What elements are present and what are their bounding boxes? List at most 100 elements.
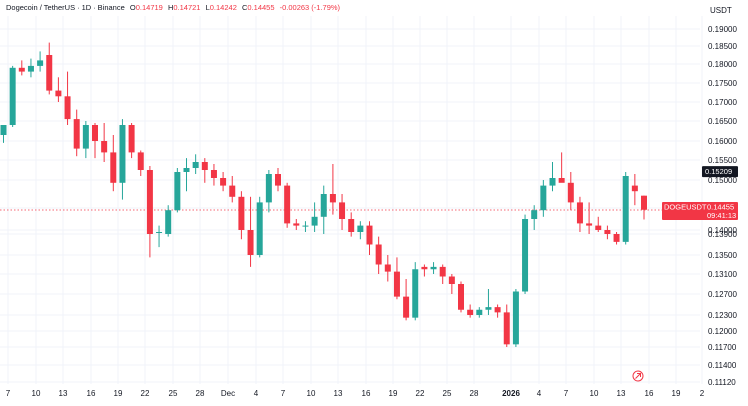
time-tick-label: 28 xyxy=(470,389,479,398)
candle-body xyxy=(238,196,245,230)
candle-body xyxy=(384,264,391,272)
candle-body xyxy=(73,119,80,149)
candle-body xyxy=(174,172,181,211)
grid-lines xyxy=(0,16,703,384)
time-tick-label: 2 xyxy=(700,389,705,398)
candle-body xyxy=(641,195,647,210)
candle-body xyxy=(631,185,638,192)
time-tick-label: 25 xyxy=(169,389,178,398)
open-value: 0.14719 xyxy=(135,3,163,12)
candle-body xyxy=(265,174,272,203)
time-tick-label: 16 xyxy=(645,389,654,398)
candle-body xyxy=(329,194,336,203)
candle-body xyxy=(156,232,163,233)
candle-body xyxy=(439,266,446,277)
candle-body xyxy=(119,125,126,183)
candle-body xyxy=(247,230,254,255)
price-tick-label: 0.14000 xyxy=(708,226,737,235)
low-label: L xyxy=(205,3,210,12)
price-tick-label: 0.17500 xyxy=(708,79,737,88)
open-label: O xyxy=(129,3,136,12)
time-tick-label: 13 xyxy=(617,389,626,398)
price-axis[interactable]: 0.19000 0.18500 0.18000 0.17500 0.17000 0.165… xyxy=(708,25,737,387)
candle-body xyxy=(18,67,25,72)
candle-body xyxy=(586,223,593,226)
price-tick-label: 0.16500 xyxy=(708,117,737,126)
candle-body xyxy=(293,223,300,226)
candle-body xyxy=(412,269,419,318)
candle-body xyxy=(201,162,208,170)
time-tick-label: 13 xyxy=(334,389,343,398)
candle-body xyxy=(512,291,519,345)
candle-body xyxy=(558,178,565,183)
candle-body xyxy=(146,170,153,234)
candle-body xyxy=(503,312,510,345)
last-price-value: 0.14455 xyxy=(707,203,734,212)
time-tick-label: 13 xyxy=(59,389,68,398)
candle-body xyxy=(82,125,89,149)
price-tick-label: 0.15500 xyxy=(708,156,737,165)
time-tick-label: 10 xyxy=(590,389,599,398)
time-tick-label: 19 xyxy=(389,389,398,398)
price-tick-label: 0.13100 xyxy=(708,270,737,279)
goto-realtime-icon[interactable] xyxy=(632,370,644,382)
candle-body xyxy=(229,185,236,197)
time-tick-label: 16 xyxy=(362,389,371,398)
candle-body xyxy=(430,266,437,270)
candle-body xyxy=(9,67,16,125)
price-tick-label: 0.18000 xyxy=(708,60,737,69)
candle-body xyxy=(448,276,455,284)
candle-body xyxy=(46,55,53,91)
time-tick-label: 16 xyxy=(87,389,96,398)
candle-body xyxy=(101,141,108,153)
change-value: -0.00263 (-1.79%) xyxy=(279,3,341,12)
candle-body xyxy=(0,125,7,135)
price-tags: 0.15209 DOGEUSDT 0.14455 09:41:13 xyxy=(662,166,738,220)
candle-body xyxy=(92,125,98,141)
time-tick-label: 2026 xyxy=(502,389,520,398)
symbol-tag-label: DOGEUSDT xyxy=(664,203,707,212)
exchange: Binance xyxy=(97,3,125,12)
candle-body xyxy=(357,225,364,232)
candle-body xyxy=(576,202,583,224)
price-tick-label: 0.12700 xyxy=(708,290,737,299)
candle-body xyxy=(110,152,117,183)
candle-body xyxy=(476,309,483,315)
candle-body xyxy=(366,225,373,245)
candle-body xyxy=(302,225,309,227)
candle-body xyxy=(183,168,190,172)
candle-body xyxy=(540,185,547,211)
time-tick-label: 4 xyxy=(254,389,259,398)
candles xyxy=(0,42,647,347)
candle-body xyxy=(485,307,492,310)
close-value: 0.14455 xyxy=(247,3,275,12)
countdown-timer: 09:41:13 xyxy=(707,211,736,220)
chart-header: Dogecoin / TetherUS · 1D · Binance O0.14719 … xyxy=(6,3,341,12)
price-tick-label: 0.16000 xyxy=(708,137,737,146)
candle-body xyxy=(339,202,346,219)
candle-body xyxy=(393,271,400,297)
candle-body xyxy=(64,96,71,120)
candle-body xyxy=(458,284,464,310)
candle-body xyxy=(613,234,620,242)
currency-unit: USDT xyxy=(710,6,732,15)
time-axis[interactable]: 7 10 13 16 19 22 25 28 Dec 4 7 10 13 16 19 22 25 28 2026 4 7… xyxy=(6,389,705,398)
price-tick-label: 0.19000 xyxy=(708,25,737,34)
price-tick-label: 0.17000 xyxy=(708,98,737,107)
candle-body xyxy=(137,152,144,170)
candle-body xyxy=(622,176,629,242)
candle-body xyxy=(320,194,327,217)
candle-body xyxy=(311,216,318,226)
candle-body xyxy=(421,266,428,270)
candle-body xyxy=(531,210,538,219)
candle-body xyxy=(165,210,172,234)
candle-body xyxy=(284,185,291,224)
time-tick-label: 19 xyxy=(672,389,681,398)
time-tick-label: 22 xyxy=(416,389,425,398)
candle-body xyxy=(549,178,556,186)
time-tick-label: 4 xyxy=(537,389,542,398)
price-tick-label: 0.11120 xyxy=(708,378,736,387)
time-tick-label: 19 xyxy=(114,389,123,398)
candle-body xyxy=(128,125,135,153)
